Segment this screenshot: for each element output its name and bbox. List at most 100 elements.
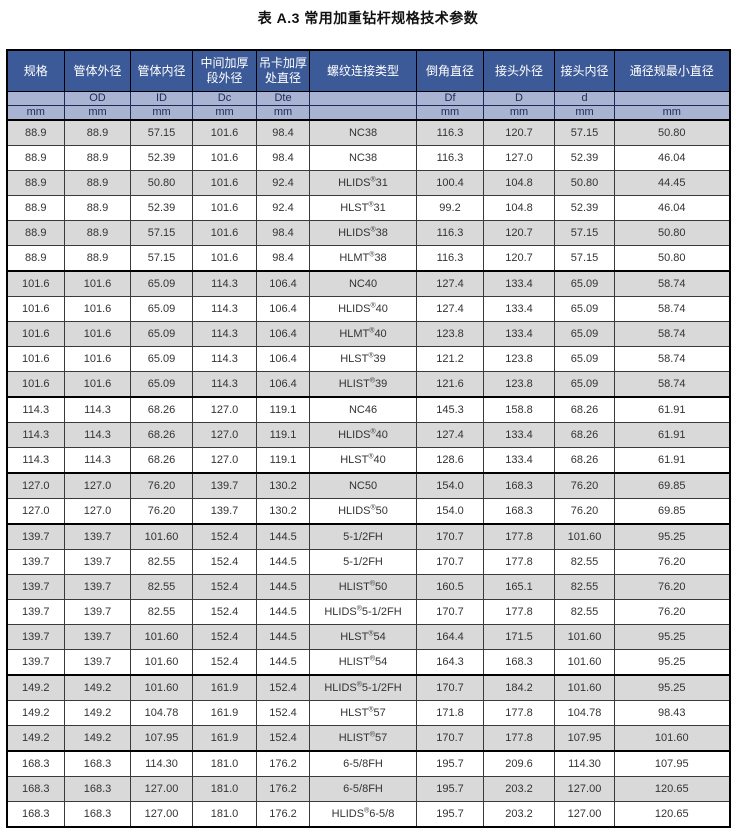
cell-dte: 130.2 — [256, 472, 310, 499]
cell-df: 195.7 — [416, 750, 484, 777]
cell-drift: 69.85 — [614, 498, 730, 525]
cell-drift: 61.91 — [614, 422, 730, 448]
col-header-dte: 吊卡加厚 处直径 — [256, 49, 310, 92]
registered-trademark-symbol: ® — [370, 428, 376, 436]
cell-thread: HLMT®38 — [309, 245, 417, 272]
cell-df: 127.4 — [416, 270, 484, 297]
cell-djod: 104.8 — [483, 170, 555, 196]
cell-spec: 101.6 — [6, 270, 65, 297]
cell-id: 76.20 — [130, 498, 193, 525]
cell-id: 101.60 — [130, 649, 193, 676]
cell-id: 65.09 — [130, 321, 193, 347]
cell-djod: 133.4 — [483, 270, 555, 297]
col-header-spec-symbol — [6, 91, 65, 106]
table-header: 规格 管体外径 管体内径 中间加厚 段外径 吊卡加厚 处直径 螺纹连接类型 倒角直径 接头外径… — [6, 49, 730, 121]
cell-thread: HLST®54 — [309, 624, 417, 650]
cell-djid: 68.26 — [554, 422, 615, 448]
cell-id: 107.95 — [130, 725, 193, 752]
cell-spec: 139.7 — [6, 624, 65, 650]
cell-thread: 6-5/8FH — [309, 776, 417, 802]
registered-trademark-symbol: ® — [370, 302, 376, 310]
cell-thread: HLIST®50 — [309, 574, 417, 600]
cell-od: 101.6 — [64, 346, 131, 372]
cell-spec: 101.6 — [6, 371, 65, 398]
cell-df: 195.7 — [416, 801, 484, 828]
cell-dc: 101.6 — [192, 220, 257, 246]
cell-djid: 127.00 — [554, 776, 615, 802]
cell-djod: 158.8 — [483, 396, 555, 423]
cell-thread: HLST®39 — [309, 346, 417, 372]
table-row: 88.9 88.9 52.39 101.6 92.4 HLST®31 99.2 104.8 52… — [6, 195, 730, 221]
cell-df: 128.6 — [416, 447, 484, 474]
cell-df: 127.4 — [416, 422, 484, 448]
cell-djod: 177.8 — [483, 549, 555, 575]
cell-drift: 120.65 — [614, 801, 730, 828]
cell-drift: 46.04 — [614, 145, 730, 171]
cell-id: 82.55 — [130, 599, 193, 625]
cell-dc: 139.7 — [192, 472, 257, 499]
cell-dte: 176.2 — [256, 776, 310, 802]
cell-dte: 152.4 — [256, 725, 310, 752]
cell-spec: 168.3 — [6, 750, 65, 777]
cell-od: 139.7 — [64, 574, 131, 600]
cell-dc: 152.4 — [192, 523, 257, 550]
cell-dte: 144.5 — [256, 649, 310, 676]
cell-djid: 101.60 — [554, 674, 615, 701]
cell-dc: 181.0 — [192, 750, 257, 777]
cell-od: 139.7 — [64, 549, 131, 575]
cell-dc: 139.7 — [192, 498, 257, 525]
cell-djid: 104.78 — [554, 700, 615, 726]
cell-id: 50.80 — [130, 170, 193, 196]
table-body: 88.9 88.9 57.15 101.6 98.4 NC38 116.3 120.7 57.1… — [6, 119, 730, 828]
cell-df: 160.5 — [416, 574, 484, 600]
cell-dc: 181.0 — [192, 801, 257, 828]
cell-djod: 177.8 — [483, 700, 555, 726]
cell-od: 88.9 — [64, 195, 131, 221]
table-row: 168.3 168.3 114.30 181.0 176.2 6-5/8FH 195.7 20… — [6, 750, 730, 777]
cell-djid: 52.39 — [554, 195, 615, 221]
cell-dc: 101.6 — [192, 245, 257, 272]
table-row: 139.7 139.7 101.60 152.4 144.5 HLST®54 164.4 17… — [6, 624, 730, 650]
cell-djid: 101.60 — [554, 649, 615, 676]
table-row: 139.7 139.7 101.60 152.4 144.5 5-1/2FH 170.7 17… — [6, 523, 730, 550]
cell-spec: 168.3 — [6, 801, 65, 828]
cell-djod: 168.3 — [483, 498, 555, 525]
registered-trademark-symbol: ® — [370, 176, 376, 184]
col-header-thread-unit — [309, 105, 417, 121]
cell-dte: 119.1 — [256, 396, 310, 423]
cell-djod: 171.5 — [483, 624, 555, 650]
cell-df: 116.3 — [416, 245, 484, 272]
cell-thread: 6-5/8FH — [309, 750, 417, 777]
cell-spec: 139.7 — [6, 574, 65, 600]
cell-djod: 177.8 — [483, 599, 555, 625]
cell-od: 88.9 — [64, 170, 131, 196]
cell-id: 127.00 — [130, 776, 193, 802]
cell-djod: 177.8 — [483, 523, 555, 550]
cell-df: 123.8 — [416, 321, 484, 347]
cell-djid: 82.55 — [554, 599, 615, 625]
cell-od: 88.9 — [64, 145, 131, 171]
col-header-drift-symbol — [614, 91, 730, 106]
cell-df: 127.4 — [416, 296, 484, 322]
table-row: 139.7 139.7 101.60 152.4 144.5 HLIST®54 164.3 1… — [6, 649, 730, 676]
cell-df: 116.3 — [416, 145, 484, 171]
col-header-dc-symbol: Dc — [192, 91, 257, 106]
cell-djid: 52.39 — [554, 145, 615, 171]
cell-id: 57.15 — [130, 220, 193, 246]
cell-df: 100.4 — [416, 170, 484, 196]
cell-spec: 139.7 — [6, 649, 65, 676]
table-row: 149.2 149.2 107.95 161.9 152.4 HLIST®57 170.7 1… — [6, 725, 730, 752]
cell-djid: 76.20 — [554, 498, 615, 525]
table-row: 127.0 127.0 76.20 139.7 130.2 NC50 154.0 168.3 7… — [6, 472, 730, 499]
cell-thread: NC50 — [309, 472, 417, 499]
cell-spec: 149.2 — [6, 700, 65, 726]
registered-trademark-symbol: ® — [370, 504, 376, 512]
cell-drift: 101.60 — [614, 725, 730, 752]
cell-dte: 144.5 — [256, 599, 310, 625]
cell-od: 88.9 — [64, 119, 131, 146]
cell-dte: 106.4 — [256, 270, 310, 297]
cell-od: 127.0 — [64, 498, 131, 525]
cell-dc: 127.0 — [192, 422, 257, 448]
col-header-od-symbol: OD — [64, 91, 131, 106]
header-row-names: 规格 管体外径 管体内径 中间加厚 段外径 吊卡加厚 处直径 螺纹连接类型 倒角直径 接头外径… — [6, 49, 730, 92]
